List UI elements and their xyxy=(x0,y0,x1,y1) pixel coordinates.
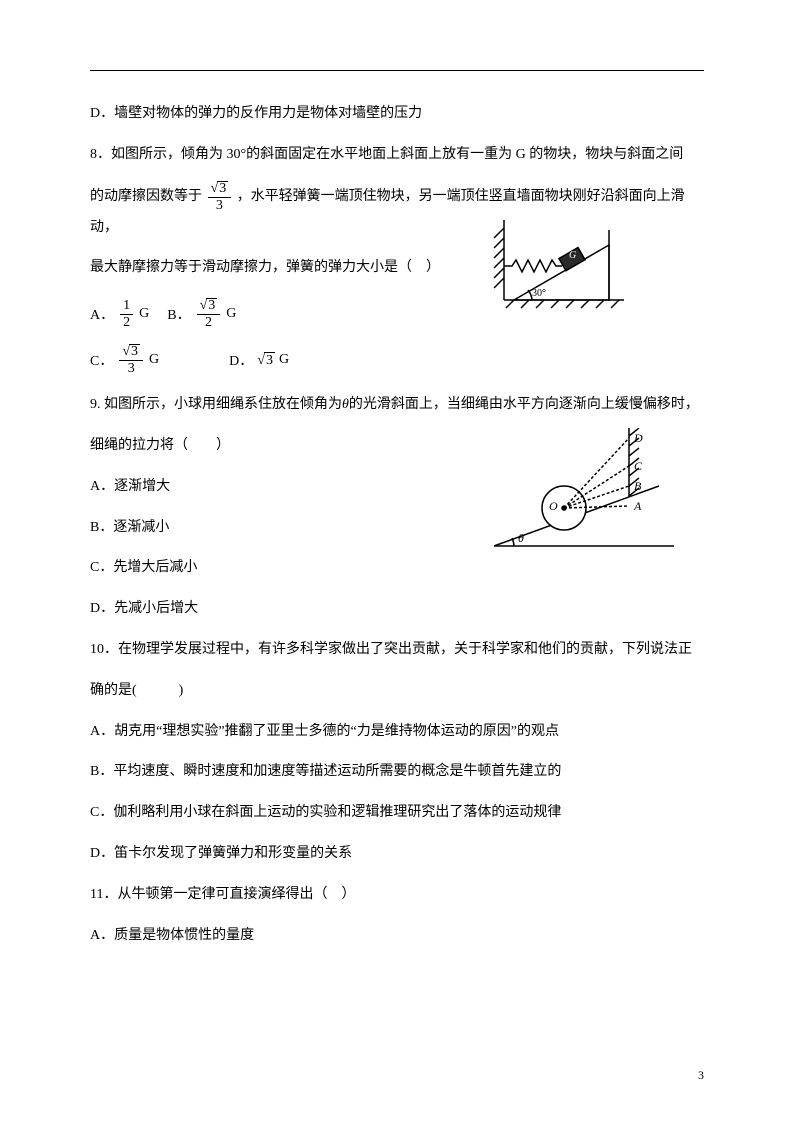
q8-d-suffix: G xyxy=(279,352,289,368)
q8-c-prefix: C． xyxy=(90,350,113,370)
q9-theta: θ xyxy=(342,397,349,412)
q9-stem-line1: 9. 如图所示，小球用细绳系住放在倾角为θ的光滑斜面上，当细绳由水平方向逐渐向上… xyxy=(90,390,704,421)
q8-friction-fraction: 3 3 xyxy=(208,181,232,213)
q9-stem-b: 的光滑斜面上，当细绳由水平方向逐渐向上缓慢偏移时， xyxy=(349,397,699,412)
q9-label-d: D xyxy=(633,431,643,445)
q10-option-a: A．胡克用“理想实验”推翻了亚里士多德的“力是维持物体运动的原因”的观点 xyxy=(90,717,704,748)
q8-a-num: 1 xyxy=(120,299,133,315)
q8-d-rad: 3 xyxy=(264,352,275,369)
q8-option-b: B． 3 2 G xyxy=(167,298,236,330)
q8-option-d: D． 3 G xyxy=(229,350,289,370)
q11-option-a: A．质量是物体惯性的量度 xyxy=(90,921,704,952)
q9-stem-a: 9. 如图所示，小球用细绳系住放在倾角为 xyxy=(90,397,342,412)
q8-stem-line1: 8．如图所示，倾角为 30°的斜面固定在水平地面上斜面上放有一重为 G 的物块，… xyxy=(90,140,704,171)
q8-b-num-rad: 3 xyxy=(206,298,217,313)
q8-stem-part-a: 的动摩擦因数等于 xyxy=(90,189,206,204)
q8-b-den: 2 xyxy=(197,315,221,330)
q10-option-c: C．伽利略利用小球在斜面上运动的实验和逻辑推理研究出了落体的运动规律 xyxy=(90,798,704,829)
q8-b-prefix: B． xyxy=(167,304,190,324)
q9-option-a: A．逐渐增大 xyxy=(90,472,704,503)
q8-c-den: 3 xyxy=(119,361,143,376)
page-number: 3 xyxy=(698,1068,704,1083)
q10-stem-line1: 10．在物理学发展过程中，有许多科学家做出了突出贡献，关于科学家和他们的贡献，下… xyxy=(90,635,704,666)
q8-c-num-rad: 3 xyxy=(129,344,140,359)
q8-d-prefix: D． xyxy=(229,350,253,370)
q11-stem: 11．从牛顿第一定律可直接演绎得出（ ） xyxy=(90,880,704,911)
q9-option-d: D．先减小后增大 xyxy=(90,594,704,625)
q8-a-suffix: G xyxy=(139,306,149,322)
q8-option-a: A． 12 G xyxy=(90,299,149,330)
q10-stem-line2: 确的是( ) xyxy=(90,676,704,707)
horizontal-rule xyxy=(90,70,704,71)
q8-a-prefix: A． xyxy=(90,304,114,324)
q8-options-row2: C． 3 3 G D． 3 G xyxy=(90,344,704,376)
q8-angle-label: 30° xyxy=(532,288,546,299)
q8-b-suffix: G xyxy=(226,306,236,322)
q10-option-d: D．笛卡尔发现了弹簧弹力和形变量的关系 xyxy=(90,839,704,870)
q9-option-b: B．逐渐减小 xyxy=(90,513,704,544)
q8-spring-incline-diagram: 30° G xyxy=(484,210,634,320)
q8-a-den: 2 xyxy=(120,315,133,330)
page: D．墙壁对物体的弹力的反作用力是物体对墙壁的压力 8．如图所示，倾角为 30°的… xyxy=(0,0,794,1123)
q8-mu-den: 3 xyxy=(208,198,232,213)
q8-option-c: C． 3 3 G xyxy=(90,344,159,376)
q8-block-label: G xyxy=(569,250,576,261)
q8-mu-num-rad: 3 xyxy=(217,181,228,196)
q7-option-d: D．墙壁对物体的弹力的反作用力是物体对墙壁的压力 xyxy=(90,99,704,130)
q10-option-b: B．平均速度、瞬时速度和加速度等描述运动所需要的概念是牛顿首先建立的 xyxy=(90,757,704,788)
q8-figure: 30° G xyxy=(484,210,634,325)
q9-option-c: C．先增大后减小 xyxy=(90,553,704,584)
q8-c-suffix: G xyxy=(149,352,159,368)
